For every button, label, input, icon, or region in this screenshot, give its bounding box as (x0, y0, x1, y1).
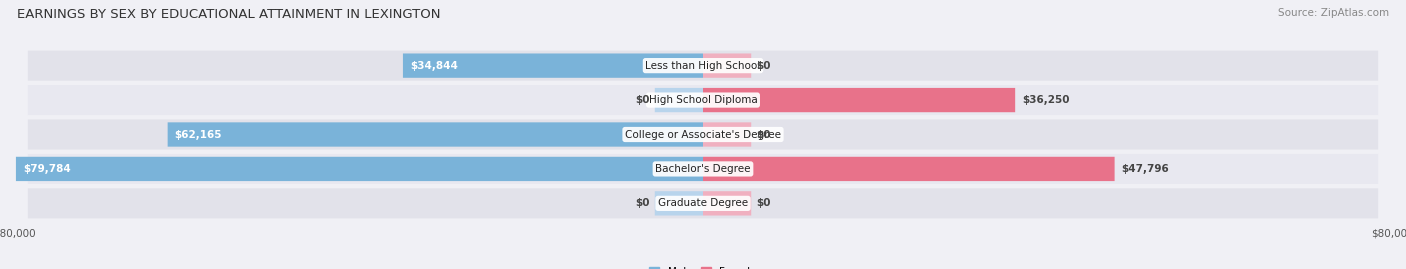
FancyBboxPatch shape (167, 122, 703, 147)
Text: High School Diploma: High School Diploma (648, 95, 758, 105)
Text: $0: $0 (634, 198, 650, 208)
Text: $47,796: $47,796 (1122, 164, 1170, 174)
Text: $0: $0 (634, 95, 650, 105)
FancyBboxPatch shape (15, 157, 703, 181)
FancyBboxPatch shape (404, 54, 703, 78)
FancyBboxPatch shape (703, 157, 1115, 181)
Text: College or Associate's Degree: College or Associate's Degree (626, 129, 780, 140)
Text: $79,784: $79,784 (22, 164, 70, 174)
Text: Graduate Degree: Graduate Degree (658, 198, 748, 208)
Text: EARNINGS BY SEX BY EDUCATIONAL ATTAINMENT IN LEXINGTON: EARNINGS BY SEX BY EDUCATIONAL ATTAINMEN… (17, 8, 440, 21)
Legend: Male, Female: Male, Female (645, 263, 761, 269)
FancyBboxPatch shape (28, 119, 1378, 150)
Text: Source: ZipAtlas.com: Source: ZipAtlas.com (1278, 8, 1389, 18)
Text: Bachelor's Degree: Bachelor's Degree (655, 164, 751, 174)
FancyBboxPatch shape (655, 191, 703, 215)
FancyBboxPatch shape (703, 88, 1015, 112)
FancyBboxPatch shape (703, 191, 751, 215)
Text: $0: $0 (756, 129, 772, 140)
FancyBboxPatch shape (28, 51, 1378, 81)
FancyBboxPatch shape (28, 154, 1378, 184)
Text: $62,165: $62,165 (174, 129, 222, 140)
FancyBboxPatch shape (703, 54, 751, 78)
Text: $36,250: $36,250 (1022, 95, 1070, 105)
Text: $34,844: $34,844 (409, 61, 458, 71)
Text: $0: $0 (756, 61, 772, 71)
FancyBboxPatch shape (703, 122, 751, 147)
Text: $0: $0 (756, 198, 772, 208)
FancyBboxPatch shape (28, 85, 1378, 115)
FancyBboxPatch shape (655, 88, 703, 112)
FancyBboxPatch shape (28, 188, 1378, 218)
Text: Less than High School: Less than High School (645, 61, 761, 71)
